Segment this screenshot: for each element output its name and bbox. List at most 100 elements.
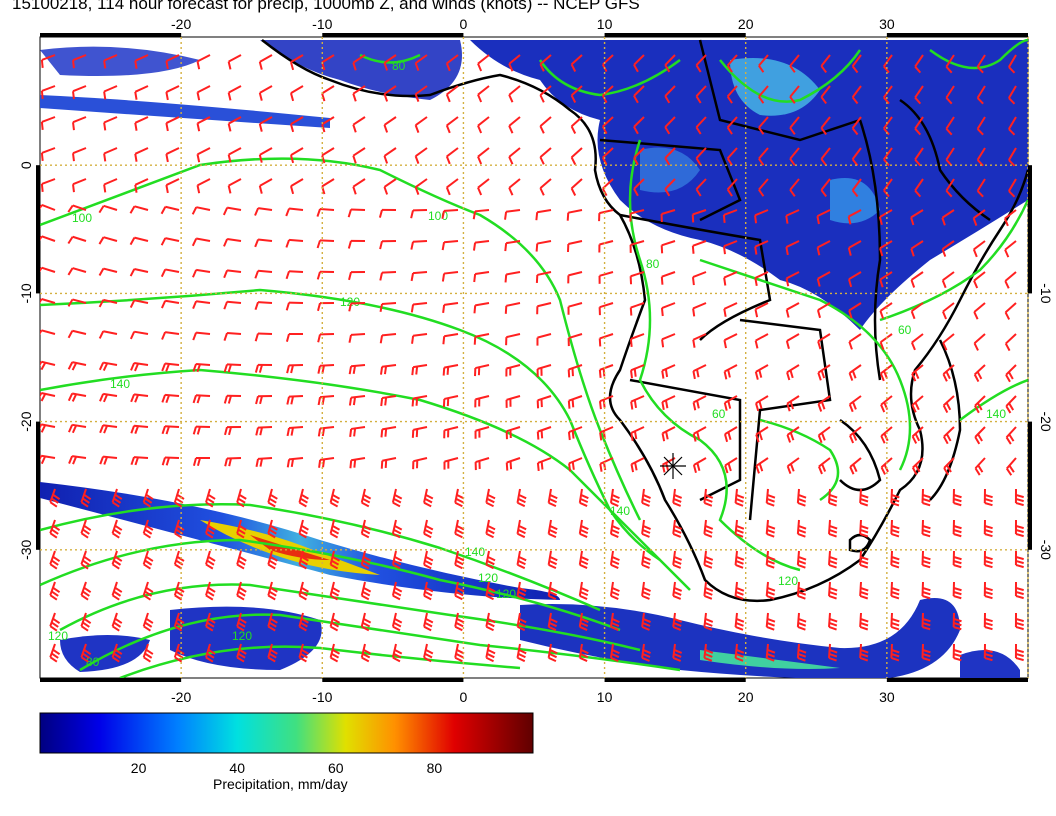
wind-barb <box>192 331 211 341</box>
wind-barb <box>379 364 397 375</box>
wind-barb <box>754 364 769 380</box>
wind-barb <box>441 271 459 282</box>
wind-barb <box>789 85 800 104</box>
wind-barb <box>411 333 428 344</box>
wind-barb <box>758 178 769 197</box>
wind-barb <box>848 271 862 288</box>
wind-barb <box>80 643 92 663</box>
wind-barb <box>1008 178 1017 198</box>
wind-barb <box>99 455 118 465</box>
wind-barb <box>535 271 552 283</box>
wind-barb <box>567 271 583 284</box>
wind-barb <box>692 426 707 442</box>
wind-barb <box>914 147 924 167</box>
contour-label: 140 <box>986 407 1006 421</box>
wind-barb <box>414 178 428 196</box>
wind-barb <box>454 612 465 632</box>
contour-label: 140 <box>610 504 630 518</box>
wind-barb <box>796 550 807 569</box>
wind-barb <box>442 395 459 407</box>
wind-barb <box>910 302 924 320</box>
lat-tick-left: -30 <box>18 539 34 559</box>
wind-barb <box>1004 333 1017 352</box>
wind-barb <box>942 302 955 320</box>
wind-barb <box>972 209 986 226</box>
wind-barb <box>789 147 800 166</box>
contour-label: 120 <box>778 574 798 588</box>
wind-barb <box>883 116 893 136</box>
wind-barb <box>161 331 180 340</box>
wind-barb <box>910 271 924 288</box>
wind-barb <box>890 581 900 600</box>
wind-barb <box>921 612 931 631</box>
wind-barb <box>142 550 154 570</box>
wind-barb <box>516 488 527 508</box>
wind-barb <box>192 425 211 435</box>
wind-barb <box>103 147 118 162</box>
wind-barb <box>347 239 366 249</box>
wind-barb <box>227 54 242 70</box>
wind-barb <box>952 488 962 507</box>
wind-barb <box>223 300 242 310</box>
wind-barb <box>941 240 955 257</box>
wind-barb <box>785 209 800 224</box>
wind-barb <box>508 178 521 196</box>
wind-barb <box>911 426 924 444</box>
wind-barb <box>441 209 459 219</box>
wind-barb <box>473 302 490 314</box>
wind-barb <box>754 302 769 318</box>
wind-barb <box>454 550 465 570</box>
wind-barb <box>254 332 273 342</box>
wind-barb <box>672 488 683 507</box>
wind-barb <box>267 550 278 570</box>
wind-barb <box>80 519 92 539</box>
wind-barb <box>630 457 645 473</box>
wind-barb <box>67 329 87 339</box>
wind-barb <box>236 643 247 663</box>
wind-barb <box>817 457 831 475</box>
wind-barb <box>473 333 490 345</box>
wind-barb <box>633 116 645 135</box>
wind-barb <box>943 426 955 445</box>
wind-barb <box>352 178 366 195</box>
wind-barb <box>223 363 242 373</box>
wind-barb <box>879 302 893 319</box>
wind-barb <box>570 116 583 134</box>
wind-barb <box>914 54 924 74</box>
wind-barb <box>973 271 986 289</box>
wind-barb <box>298 612 309 632</box>
wind-barb <box>454 581 465 601</box>
wind-barb <box>859 519 869 538</box>
wind-barb <box>165 116 180 132</box>
wind-barb <box>134 85 149 100</box>
wind-barb <box>318 457 335 468</box>
wind-barb <box>505 457 521 471</box>
wind-barb <box>103 178 118 193</box>
wind-barb <box>724 457 738 474</box>
wind-barb <box>914 116 924 136</box>
wind-barb <box>536 457 552 472</box>
wind-barb <box>692 457 707 474</box>
wind-barb <box>848 395 862 413</box>
wind-barb <box>723 395 738 411</box>
wind-barb <box>664 54 676 73</box>
lon-tick-top: 10 <box>597 16 613 32</box>
wind-barb <box>477 178 490 196</box>
wind-barb <box>609 550 620 569</box>
wind-barb <box>578 519 589 538</box>
wind-barb <box>664 116 676 135</box>
contour-label: 120 <box>340 295 360 309</box>
wind-barb <box>67 392 87 402</box>
wind-barb <box>411 426 428 438</box>
wind-barb <box>535 209 552 221</box>
wind-barb <box>734 519 745 538</box>
wind-barb <box>423 581 434 601</box>
map-title: 15100218, 114 hour forecast for precip, … <box>12 0 640 13</box>
wind-barb <box>423 519 434 539</box>
wind-barb <box>976 116 986 136</box>
wind-barb <box>98 236 118 245</box>
wind-barb <box>410 271 428 282</box>
wind-barb <box>40 392 56 402</box>
wind-barb <box>72 147 87 162</box>
lon-tick-bottom: -10 <box>312 689 332 705</box>
